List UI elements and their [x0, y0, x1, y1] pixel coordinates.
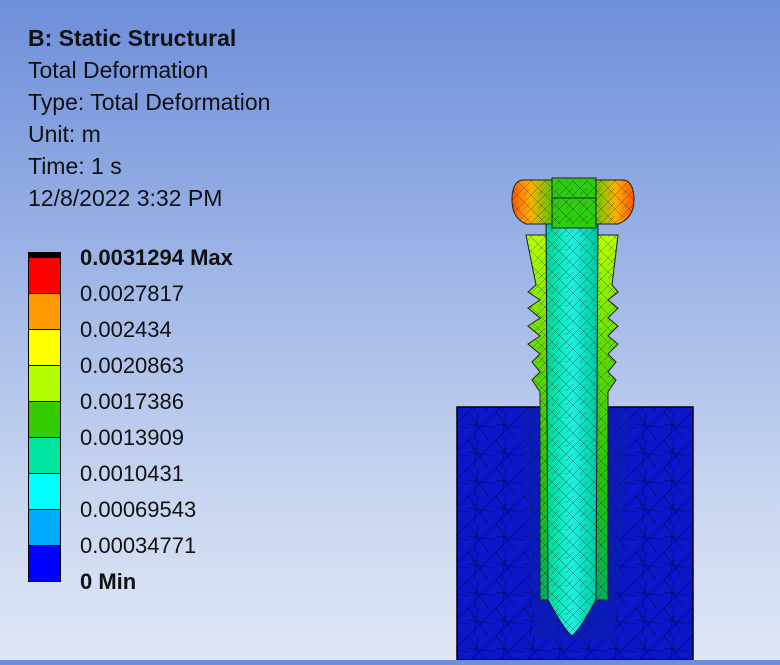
- result-unit: Unit: m: [28, 121, 101, 147]
- legend-label[interactable]: 0.002434: [80, 317, 172, 342]
- legend-label[interactable]: 0.0010431: [80, 461, 184, 486]
- result-date: 12/8/2022 3:32 PM: [28, 185, 223, 211]
- screw-shaft[interactable]: [545, 214, 599, 637]
- screw-contour-plot[interactable]: [440, 160, 720, 661]
- legend-band-7[interactable]: [28, 474, 61, 510]
- legend-band-2[interactable]: [28, 294, 61, 330]
- screw-head[interactable]: [511, 177, 635, 229]
- legend-label[interactable]: 0.00034771: [80, 533, 197, 558]
- legend-label-max[interactable]: 0.0031294 Max: [80, 245, 233, 270]
- result-time: Time: 1 s: [28, 153, 122, 179]
- legend-band-9[interactable]: [28, 546, 61, 582]
- model-viewport[interactable]: [440, 160, 720, 661]
- result-type: Type: Total Deformation: [28, 89, 271, 115]
- legend-labels: 0.0031294 Max 0.0027817 0.002434 0.00208…: [80, 242, 233, 602]
- legend-label[interactable]: 0.0017386: [80, 389, 184, 414]
- legend-label[interactable]: 0.00069543: [80, 497, 197, 522]
- analysis-title: B: Static Structural: [28, 25, 237, 51]
- legend-label-min[interactable]: 0 Min: [80, 569, 137, 594]
- legend-band-3[interactable]: [28, 330, 61, 366]
- legend-color-bar[interactable]: [28, 252, 61, 582]
- legend-label[interactable]: 0.0027817: [80, 281, 184, 306]
- legend-band-4[interactable]: [28, 366, 61, 402]
- legend-band-1[interactable]: [28, 258, 61, 294]
- result-name: Total Deformation: [28, 57, 209, 83]
- legend-band-8[interactable]: [28, 510, 61, 546]
- legend-band-6[interactable]: [28, 438, 61, 474]
- legend-band-5[interactable]: [28, 402, 61, 438]
- legend-max-cap: [28, 252, 61, 258]
- legend-label[interactable]: 0.0020863: [80, 353, 184, 378]
- result-header: B: Static Structural Total Deformation T…: [28, 22, 270, 214]
- legend-label[interactable]: 0.0013909: [80, 425, 184, 450]
